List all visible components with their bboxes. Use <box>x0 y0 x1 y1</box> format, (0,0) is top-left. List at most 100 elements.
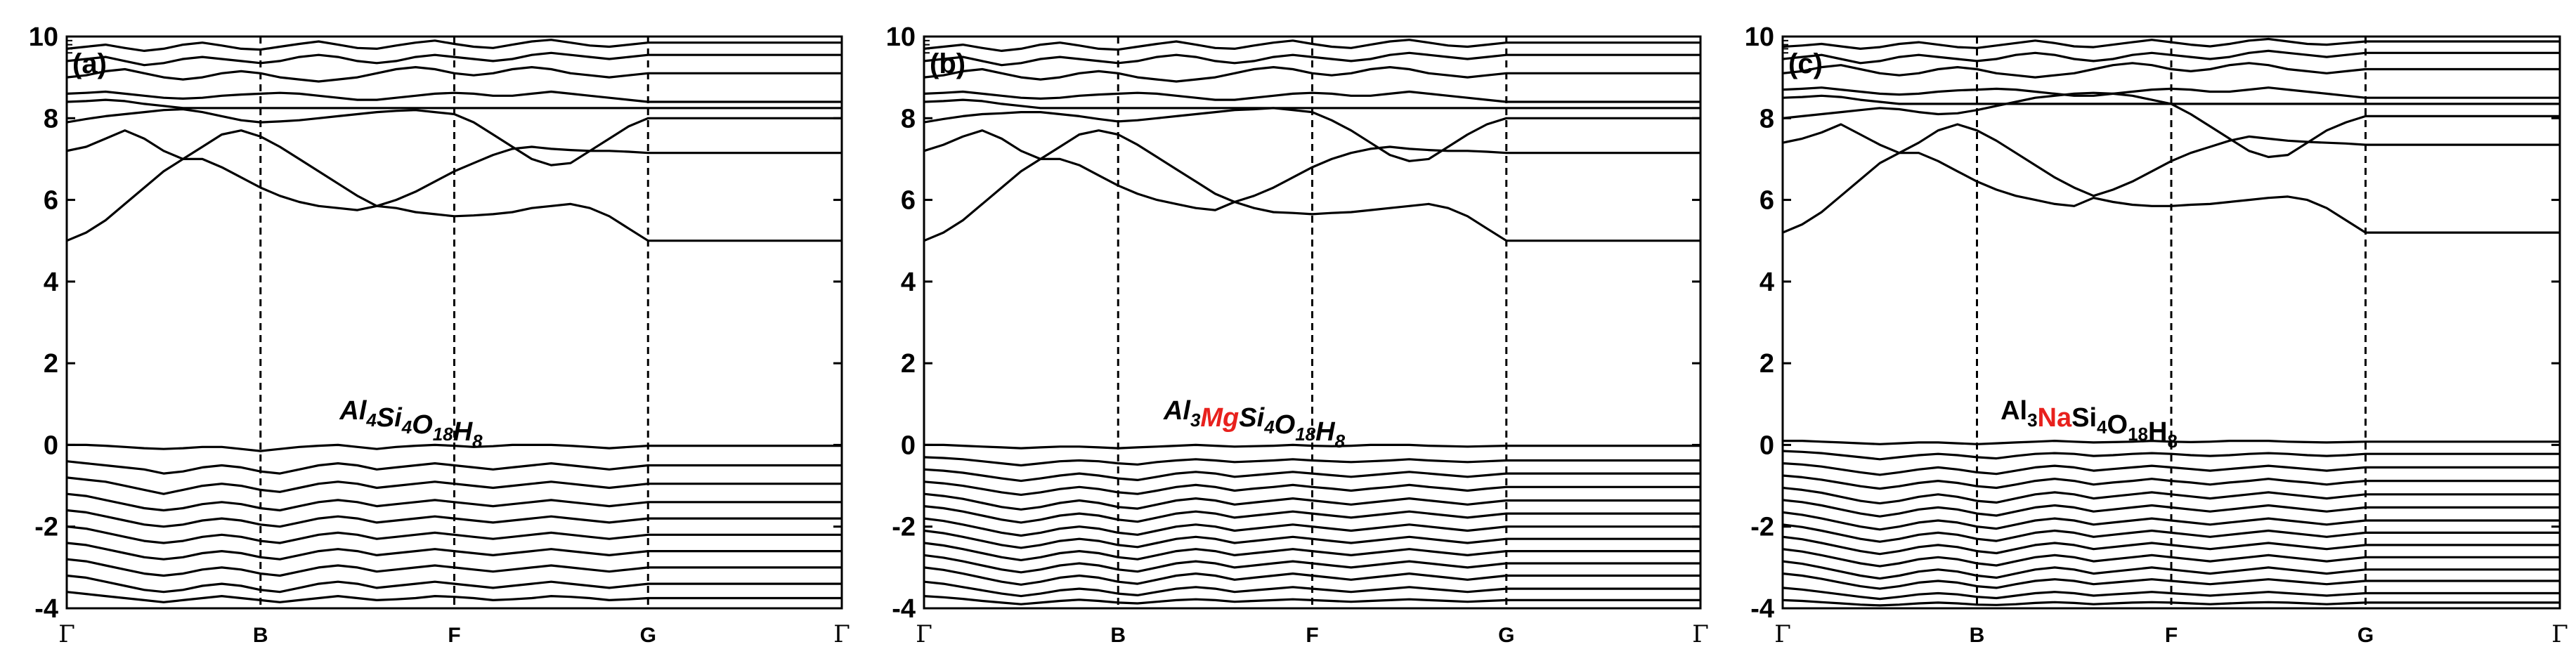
k-point-label: Γ <box>1774 620 1791 648</box>
band-line-10 <box>924 456 1700 467</box>
band-line-14 <box>1783 499 2560 518</box>
formula-element: Na <box>2038 403 2072 433</box>
band-line-9 <box>924 443 1700 450</box>
band-line-17 <box>67 574 842 594</box>
formula-element: Al <box>1163 396 1191 426</box>
y-tick-label: -4 <box>34 594 58 624</box>
formula-element: O <box>412 410 433 440</box>
band-line-16 <box>1783 523 2560 543</box>
band-line-4 <box>1783 94 2560 105</box>
band-line-9 <box>67 443 842 452</box>
y-tick-label: 10 <box>1745 22 1774 52</box>
band-line-19 <box>1783 560 2560 580</box>
formula-subscript: 8 <box>1335 431 1346 452</box>
k-point-label: G <box>640 624 656 647</box>
band-line-11 <box>924 468 1700 483</box>
k-point-label: Γ <box>1692 620 1709 648</box>
formula-element: Al <box>2001 396 2027 426</box>
y-tick-label: 2 <box>1759 349 1774 379</box>
y-tick-label: 8 <box>901 104 916 133</box>
y-tick-label: 4 <box>901 268 916 297</box>
band-line-6 <box>1783 62 2560 79</box>
y-tick-label: 10 <box>29 22 58 52</box>
formula-element: Mg <box>1200 403 1239 433</box>
band-line-15 <box>67 542 842 561</box>
formula-element: Si <box>2071 403 2097 433</box>
formula-element: H <box>2148 417 2167 447</box>
band-line-2 <box>1783 123 2560 197</box>
band-line-7 <box>1783 49 2560 65</box>
band-line-14 <box>67 525 842 544</box>
band-line-8 <box>1783 37 2560 51</box>
k-point-label: Γ <box>58 620 75 648</box>
band-line-17 <box>1783 535 2560 556</box>
band-line-18 <box>67 591 842 603</box>
formula-element: O <box>1275 410 1296 440</box>
formula-element: H <box>1315 417 1336 447</box>
band-line-2 <box>924 129 1700 204</box>
band-line-20 <box>924 580 1700 598</box>
band-line-11 <box>1783 462 2560 476</box>
y-tick-label: -2 <box>1750 513 1774 542</box>
band-line-6 <box>924 65 1700 83</box>
bands <box>1783 37 2560 607</box>
band-line-1 <box>924 157 1700 242</box>
band-line-15 <box>924 517 1700 537</box>
k-point-label: Γ <box>833 620 850 648</box>
band-line-21 <box>1783 587 2560 601</box>
band-line-12 <box>67 492 842 512</box>
formula-subscript: 4 <box>2097 417 2107 438</box>
band-line-22 <box>1783 598 2560 607</box>
k-point-label: G <box>1498 624 1514 647</box>
k-point-label: F <box>1306 624 1318 647</box>
k-point-label: B <box>1970 624 1985 647</box>
bands <box>67 39 842 603</box>
formula-element: Si <box>1239 403 1265 433</box>
k-point-label: B <box>1110 624 1126 647</box>
formula-subscript: 3 <box>2027 410 2037 431</box>
y-tick-label: -2 <box>892 513 916 542</box>
band-line-1 <box>1783 152 2560 234</box>
y-tick-label: 6 <box>901 186 916 216</box>
formula-subscript: 18 <box>2128 424 2148 445</box>
formula-element: O <box>2107 410 2128 440</box>
formula-subscript: 8 <box>2167 431 2177 452</box>
band-line-1 <box>67 157 842 242</box>
band-line-12 <box>1783 474 2560 490</box>
y-tick-label: -4 <box>892 594 916 624</box>
band-line-5 <box>1783 86 2560 99</box>
band-line-18 <box>924 554 1700 574</box>
formula-subscript: 4 <box>365 410 377 431</box>
band-line-13 <box>1783 486 2560 505</box>
band-line-4 <box>924 98 1700 110</box>
band-line-16 <box>67 558 842 577</box>
y-tick-label: -4 <box>1750 594 1774 624</box>
y-tick-label: 8 <box>1759 104 1774 133</box>
band-line-9 <box>1783 439 2560 445</box>
band-line-5 <box>924 90 1700 103</box>
band-line-7 <box>67 51 842 67</box>
formula-element: Si <box>377 403 403 433</box>
band-line-14 <box>924 505 1700 524</box>
band-line-12 <box>924 480 1700 497</box>
band-line-10 <box>67 460 842 475</box>
band-line-13 <box>67 509 842 528</box>
formula-element: H <box>453 417 474 447</box>
y-tick-label: 6 <box>44 186 58 216</box>
y-tick-label: 10 <box>886 22 916 52</box>
panel-label: (a) <box>72 48 107 79</box>
bands <box>924 39 1700 605</box>
band-line-8 <box>67 39 842 53</box>
band-line-6 <box>67 65 842 83</box>
y-tick-label: 6 <box>1759 186 1774 216</box>
band-line-18 <box>1783 548 2560 568</box>
y-tick-label: -2 <box>34 513 58 542</box>
formula-subscript: 4 <box>1263 417 1275 438</box>
formula-subscript: 18 <box>1295 424 1315 445</box>
formula-subscript: 4 <box>401 417 412 438</box>
band-line-16 <box>924 529 1700 549</box>
